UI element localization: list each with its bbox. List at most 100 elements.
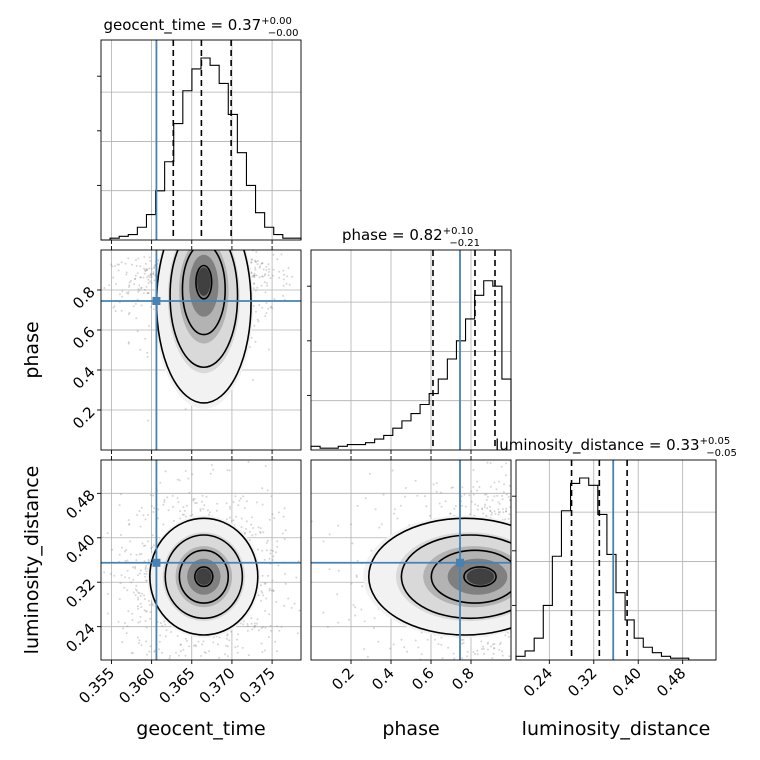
scatter-point — [124, 560, 127, 562]
scatter-point — [236, 651, 239, 654]
scatter-point — [266, 574, 269, 577]
scatter-point — [248, 346, 251, 348]
scatter-point — [486, 461, 489, 464]
scatter-point — [139, 569, 142, 572]
scatter-point — [163, 499, 166, 502]
scatter-point — [297, 560, 300, 563]
scatter-point — [474, 663, 476, 665]
scatter-point — [513, 466, 515, 468]
scatter-point — [444, 500, 447, 503]
scatter-point — [81, 658, 83, 660]
scatter-point — [127, 292, 130, 295]
scatter-point — [225, 644, 227, 647]
scatter-point — [304, 566, 306, 568]
scatter-point — [492, 652, 495, 655]
scatter-point — [303, 316, 305, 318]
scatter-point — [127, 610, 130, 613]
scatter-point — [125, 632, 128, 635]
scatter-point — [491, 511, 493, 514]
scatter-point — [124, 262, 127, 265]
scatter-point — [285, 282, 288, 285]
scatter-point — [501, 654, 504, 657]
scatter-point — [261, 591, 264, 594]
scatter-point — [472, 486, 475, 488]
scatter-point — [435, 482, 438, 485]
scatter-point — [245, 500, 248, 503]
scatter-point — [511, 598, 513, 600]
scatter-point — [139, 276, 142, 279]
scatter-point — [250, 622, 253, 625]
scatter-point — [205, 495, 208, 498]
scatter-point — [351, 542, 354, 545]
contour-level-1 — [400, 534, 511, 620]
scatter-point — [490, 485, 492, 488]
scatter-point — [489, 509, 492, 512]
scatter-point — [363, 648, 366, 650]
scatter-point — [184, 470, 187, 472]
scatter-point — [180, 661, 182, 663]
scatter-point — [288, 283, 291, 286]
scatter-point — [477, 504, 480, 507]
scatter-point — [263, 649, 266, 652]
scatter-point — [145, 564, 148, 567]
contour-level-0 — [367, 517, 511, 636]
scatter-point — [306, 564, 308, 566]
scatter-point — [144, 610, 147, 613]
scatter-point — [201, 643, 204, 646]
scatter-point — [265, 265, 268, 268]
scatter-point — [144, 575, 147, 578]
scatter-point — [505, 510, 507, 513]
title-geocent_time: geocent_time = 0.37+0.00 −0.00 — [104, 16, 299, 39]
scatter-point — [476, 489, 479, 492]
scatter-point — [446, 689, 448, 691]
scatter-point — [513, 634, 515, 636]
scatter-point — [199, 508, 202, 511]
scatter-point — [143, 272, 146, 275]
scatter-point — [494, 678, 496, 680]
scatter-point — [128, 577, 131, 580]
scatter-point — [250, 261, 253, 263]
scatter-point — [230, 520, 233, 522]
scatter-point — [322, 611, 325, 614]
scatter-point — [284, 582, 287, 585]
scatter-point — [517, 564, 519, 566]
scatter-point — [251, 275, 254, 278]
scatter-point — [152, 271, 155, 274]
scatter-point — [199, 247, 201, 249]
scatter-point — [118, 598, 121, 600]
scatter-point — [265, 541, 268, 544]
scatter-point — [176, 478, 179, 481]
scatter-point — [400, 638, 403, 641]
scatter-point — [522, 574, 524, 576]
scatter-point — [138, 284, 141, 287]
scatter-point — [145, 285, 148, 288]
scatter-point — [162, 523, 165, 526]
panel-frame — [100, 459, 302, 661]
scatter-point — [303, 302, 305, 304]
scatter-point — [525, 620, 527, 622]
scatter-point — [229, 507, 232, 510]
scatter-point — [112, 276, 115, 279]
scatter-point — [252, 282, 255, 285]
scatter-point — [536, 490, 538, 492]
scatter-point — [142, 292, 145, 295]
scatter-point — [261, 549, 264, 552]
scatter-point — [406, 650, 409, 653]
scatter-point — [484, 503, 486, 506]
x-tick-label-luminosity_distance: 0.48 — [653, 664, 689, 700]
scatter-point — [260, 262, 263, 265]
scatter-point — [250, 617, 253, 620]
scatter-point — [205, 663, 207, 665]
scatter-point — [460, 504, 463, 507]
scatter-point — [152, 273, 155, 276]
scatter-point — [188, 645, 191, 648]
scatter-point — [561, 568, 563, 570]
scatter-point — [139, 595, 142, 597]
scatter-point — [328, 568, 331, 571]
scatter-point — [263, 582, 266, 585]
contour-level-3 — [463, 566, 497, 588]
scatter-point — [493, 495, 496, 498]
scatter-point — [426, 638, 429, 641]
scatter-point — [308, 577, 310, 579]
scatter-point — [251, 534, 254, 537]
